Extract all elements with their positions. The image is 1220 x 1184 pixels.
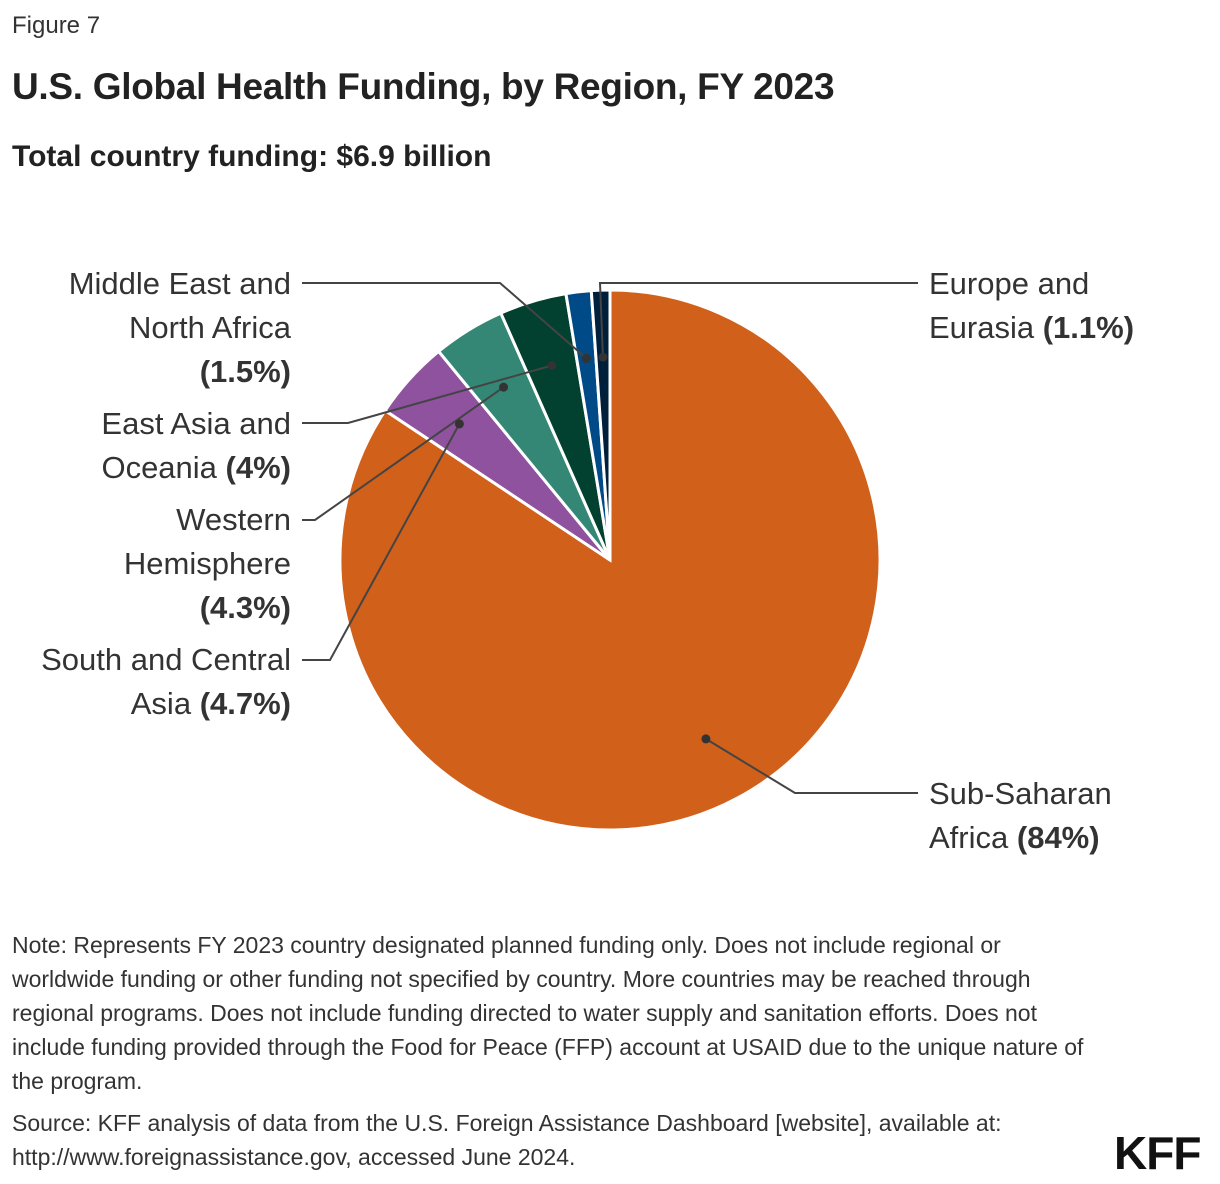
- kff-logo: KFF: [1114, 1127, 1201, 1179]
- leader-dot-middle-east-and-north-africa: [581, 353, 591, 363]
- note: Note: Represents FY 2023 country designa…: [12, 932, 1084, 1094]
- label-east-asia: East Asia and Oceania (4%): [101, 406, 291, 485]
- leader-line-europe-and-eurasia: [598, 282, 918, 358]
- leader-line-western-hemisphere: [302, 386, 505, 521]
- label-western-hemisphere: Western Hemisphere (4.3%): [123, 502, 291, 625]
- chart-subtitle: Total country funding: $6.9 billion: [12, 140, 492, 173]
- source: Source: KFF analysis of data from the U.…: [12, 1110, 1002, 1170]
- label-middle-east: Middle East and North Africa (1.5%): [68, 266, 291, 389]
- label-europe: Europe and Eurasia (1.1%): [929, 266, 1135, 345]
- figure-label: Figure 7: [12, 12, 101, 39]
- leader-line-east-asia-and-oceania: [302, 364, 553, 424]
- leader-dot-sub-saharan-africa: [701, 734, 711, 744]
- leader-dot-western-hemisphere: [499, 382, 509, 392]
- label-south-central-asia: South and Central Asia (4.7%): [41, 642, 291, 721]
- leader-line-middle-east-and-north-africa: [302, 282, 588, 360]
- leader-line-sub-saharan-africa: [705, 738, 918, 794]
- chart-title: U.S. Global Health Funding, by Region, F…: [12, 66, 835, 107]
- leader-dot-south-and-central-asia: [454, 419, 464, 429]
- label-sub-saharan-africa: Sub-Saharan Africa (84%): [929, 776, 1112, 855]
- leader-line-south-and-central-asia: [302, 423, 461, 661]
- leader-dot-europe-and-eurasia: [598, 352, 608, 362]
- leader-dot-east-asia-and-oceania: [547, 360, 557, 370]
